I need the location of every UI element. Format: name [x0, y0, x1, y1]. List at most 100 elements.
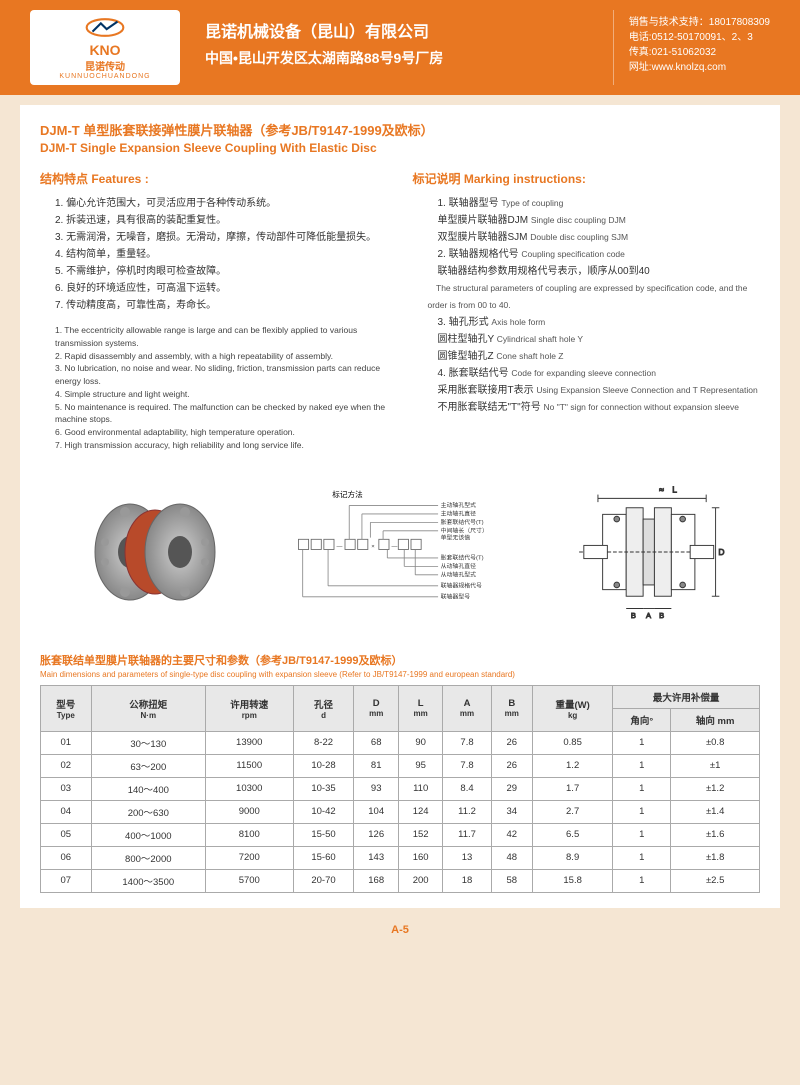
table-cell: 800～2000 [91, 846, 205, 869]
table-cell: ±0.8 [671, 731, 760, 754]
table-cell: 02 [41, 754, 92, 777]
table-cell: 68 [354, 731, 398, 754]
svg-text:≈ L: ≈ L [659, 484, 677, 494]
svg-text:联轴器规格代号: 联轴器规格代号 [441, 581, 482, 589]
schematic-title: 标记方法 [332, 489, 363, 499]
feature-item-en: 4. Simple structure and light weight. [55, 388, 388, 401]
logo: KNO 昆诺传动 KUNNUOCHUANDONG [30, 10, 180, 85]
table-cell: 1 [613, 823, 671, 846]
svg-text:胀套联结代号(T): 胀套联结代号(T) [441, 518, 484, 526]
table-cell: 1 [613, 777, 671, 800]
table-cell: 81 [354, 754, 398, 777]
svg-text:B: B [631, 610, 636, 619]
table-cell: 10-42 [293, 800, 354, 823]
contact-block: 销售与技术支持：18017808309 电话:0512-50170091、2、3… [613, 10, 770, 85]
feature-item: 7. 传动精度高，可靠性高，寿命长。 [55, 297, 388, 314]
features-cn-list: 1. 偏心允许范围大，可灵活应用于各种传动系统。2. 拆装迅速，具有很高的装配重… [40, 195, 388, 314]
svg-text:×: × [371, 543, 375, 549]
table-cell: 7.8 [443, 754, 491, 777]
marking-item: 3. 轴孔形式 Axis hole form [413, 314, 761, 331]
table-title-en: Main dimensions and parameters of single… [40, 670, 760, 679]
table-cell: 05 [41, 823, 92, 846]
table-cell: 200 [398, 869, 442, 892]
table-row: 06800～2000720015-6014316013488.91±1.8 [41, 846, 760, 869]
marking-item: 双型膜片联轴器SJM Double disc coupling SJM [413, 229, 761, 246]
table-cell: 11500 [205, 754, 293, 777]
marking-title: 标记说明 Marking instructions: [413, 170, 761, 187]
svg-text:B: B [659, 610, 664, 619]
spec-table: 型号Type公称扭矩N·m许用转速rpm孔径dDmmLmmAmmBmm重量(W)… [40, 685, 760, 893]
table-cell: ±1 [671, 754, 760, 777]
table-cell: ±1.8 [671, 846, 760, 869]
table-cell: 13 [443, 846, 491, 869]
table-cell: 03 [41, 777, 92, 800]
table-cell: 160 [398, 846, 442, 869]
table-cell: 29 [491, 777, 532, 800]
table-header: 重量(W)kg [532, 685, 612, 731]
svg-text:胀套联结代号(T): 胀套联结代号(T) [441, 553, 484, 561]
table-cell: 152 [398, 823, 442, 846]
table-row: 05400～1000810015-5012615211.7426.51±1.6 [41, 823, 760, 846]
table-cell: 104 [354, 800, 398, 823]
table-cell: 126 [354, 823, 398, 846]
table-cell: 34 [491, 800, 532, 823]
svg-text:—: — [337, 543, 343, 549]
marking-item: 圆柱型轴孔Y Cylindrical shaft hole Y [413, 331, 761, 348]
svg-text:单型无该值: 单型无该值 [441, 533, 471, 541]
table-cell: 200～630 [91, 800, 205, 823]
marking-item: 单型膜片联轴器DJM Single disc coupling DJM [413, 212, 761, 229]
table-row: 071400～3500570020-70168200185815.81±2.5 [41, 869, 760, 892]
table-header: Amm [443, 685, 491, 731]
table-cell: 8.9 [532, 846, 612, 869]
table-cell: 26 [491, 731, 532, 754]
svg-text:主动轴孔直径: 主动轴孔直径 [441, 509, 477, 517]
table-cell: 15.8 [532, 869, 612, 892]
logo-icon [75, 15, 135, 40]
feature-item: 3. 无需润滑，无噪音，磨损。无滑动，摩擦，传动部件可降低能量损失。 [55, 229, 388, 246]
table-cell: 1.2 [532, 754, 612, 777]
table-cell: 9000 [205, 800, 293, 823]
feature-item: 1. 偏心允许范围大，可灵活应用于各种传动系统。 [55, 195, 388, 212]
table-cell: ±1.4 [671, 800, 760, 823]
svg-text:联轴器型号: 联轴器型号 [441, 592, 471, 600]
feature-item: 2. 拆装迅速，具有很高的装配重复性。 [55, 212, 388, 229]
company-block: 昆诺机械设备（昆山）有限公司 中国•昆山开发区太湖南路88号9号厂房 [180, 10, 613, 85]
table-cell: 10300 [205, 777, 293, 800]
table-header: Lmm [398, 685, 442, 731]
table-cell: 93 [354, 777, 398, 800]
table-cell: 90 [398, 731, 442, 754]
table-cell: 11.7 [443, 823, 491, 846]
table-cell: 30～130 [91, 731, 205, 754]
table-cell: 42 [491, 823, 532, 846]
feature-item-en: 6. Good environmental adaptability, high… [55, 426, 388, 439]
table-cell: 1400～3500 [91, 869, 205, 892]
table-cell: 400～1000 [91, 823, 205, 846]
table-cell: ±1.6 [671, 823, 760, 846]
table-cell: 63～200 [91, 754, 205, 777]
table-header: Dmm [354, 685, 398, 731]
company-address: 中国•昆山开发区太湖南路88号9号厂房 [205, 48, 613, 68]
features-en-list: 1. The eccentricity allowable range is l… [40, 324, 388, 452]
table-cell: 8.4 [443, 777, 491, 800]
table-cell: 8-22 [293, 731, 354, 754]
table-cell: 26 [491, 754, 532, 777]
marking-item: 4. 胀套联结代号 Code for expanding sleeve conn… [413, 365, 761, 382]
feature-item-en: 1. The eccentricity allowable range is l… [55, 324, 388, 350]
page-title-cn: DJM-T 单型胀套联接弹性膜片联轴器（参考JB/T9147-1999及欧标） [40, 120, 760, 139]
marking-item: 联轴器结构参数用规格代号表示，顺序从00到40 [413, 263, 761, 280]
table-cell: 2.7 [532, 800, 612, 823]
table-header: 公称扭矩N·m [91, 685, 205, 731]
logo-pinyin: KUNNUOCHUANDONG [59, 73, 150, 80]
table-cell: 124 [398, 800, 442, 823]
page-footer: A-5 [0, 918, 800, 942]
logo-cn: 昆诺传动 [85, 58, 125, 73]
table-header: 许用转速rpm [205, 685, 293, 731]
marking-col: 标记说明 Marking instructions: 1. 联轴器型号 Type… [413, 170, 761, 452]
svg-text:D: D [718, 546, 724, 556]
table-cell: 1 [613, 731, 671, 754]
marking-item: 2. 联轴器规格代号 Coupling specification code [413, 246, 761, 263]
feature-item: 6. 良好的环境适应性，可高温下运转。 [55, 280, 388, 297]
table-cell: 143 [354, 846, 398, 869]
contact-line: 网址:www.knolzq.com [629, 60, 770, 75]
table-cell: 48 [491, 846, 532, 869]
